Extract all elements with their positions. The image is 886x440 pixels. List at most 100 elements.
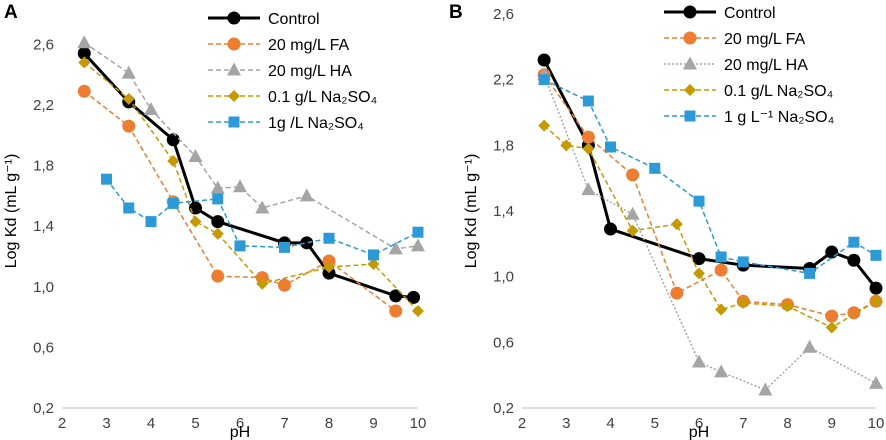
y-tick-label: 0,6: [33, 339, 54, 356]
data-point: [189, 215, 202, 228]
data-point: [581, 182, 596, 196]
data-point: [121, 65, 136, 79]
data-point: [101, 173, 112, 185]
legend-marker: [228, 90, 240, 102]
data-point: [781, 300, 794, 313]
data-point: [123, 202, 135, 214]
data-point: [714, 364, 729, 378]
y-tick-label: 1,8: [33, 158, 54, 175]
data-point: [737, 256, 749, 268]
data-point: [626, 168, 640, 182]
y-tick-label: 2,6: [493, 6, 514, 23]
data-point: [802, 339, 817, 353]
data-point: [211, 227, 224, 240]
series-0: [77, 46, 421, 304]
data-point: [368, 249, 379, 261]
y-tick-label: 0,2: [33, 400, 54, 417]
y-tick-label: 2,6: [33, 36, 54, 53]
data-point: [870, 295, 882, 308]
data-point: [670, 286, 684, 300]
y-tick-label: 1,4: [493, 203, 514, 220]
x-tick-label: 4: [606, 415, 614, 432]
data-point: [626, 224, 639, 237]
x-tick-label: 5: [191, 415, 199, 432]
data-point: [255, 271, 269, 285]
x-tick-label: 3: [562, 415, 570, 432]
series-2: [537, 67, 883, 396]
data-point: [210, 180, 225, 194]
data-point: [605, 141, 616, 153]
data-point: [869, 281, 883, 295]
legend: Control 20 mg/L FA 20 mg/L HA 0.1 g/L Na₂SO…: [664, 5, 834, 126]
data-point: [411, 238, 425, 252]
legend: Control 20 mg/L FA 20 mg/L HA 0.1 g/L Na₂SO…: [208, 11, 377, 132]
x-tick-label: 3: [102, 415, 110, 432]
series-4: [538, 74, 882, 279]
data-point: [847, 253, 861, 267]
x-tick-label: 5: [651, 415, 659, 432]
data-point: [166, 133, 180, 147]
series-line: [543, 78, 877, 275]
series-line: [83, 52, 414, 299]
y-tick-label: 0,6: [493, 334, 514, 351]
x-axis-title: pH: [689, 424, 709, 440]
data-point: [537, 53, 551, 67]
data-point: [715, 251, 727, 263]
data-point: [322, 266, 336, 280]
y-tick-label: 0,2: [493, 400, 514, 417]
data-point: [692, 252, 706, 266]
data-point: [279, 241, 290, 253]
y-axis-title: Log Kd (mL g⁻¹): [463, 154, 480, 269]
legend-marker: [683, 56, 697, 70]
legend-label: 20 mg/L FA: [724, 31, 806, 48]
data-point: [188, 148, 203, 162]
chart-panel-a: A 0,2 0,6 1,0 1,4 1,8 2,2 2,6 2 3 4 5 6 7 8 9 10 pH Log Kd…: [3, 2, 426, 440]
data-point: [693, 195, 705, 207]
data-point: [825, 321, 838, 334]
data-point: [322, 254, 336, 268]
series-3: [538, 119, 882, 334]
data-point: [167, 197, 179, 209]
series-line: [83, 42, 419, 250]
data-point: [869, 375, 883, 389]
legend-label: 1 g L⁻¹ Na₂SO₄: [724, 109, 834, 126]
legend-label: 20 mg/L HA: [268, 63, 352, 80]
data-point: [604, 222, 617, 236]
data-point: [211, 269, 225, 283]
data-point: [412, 226, 424, 238]
data-point: [234, 240, 246, 252]
data-point: [825, 309, 839, 323]
legend-label: 20 mg/L FA: [268, 37, 350, 54]
data-point: [848, 236, 860, 248]
y-tick-label: 1,8: [493, 137, 514, 154]
data-point: [367, 258, 380, 271]
legend-label: Control: [724, 5, 776, 22]
legend-label: 0.1 g/L Na₂SO₄: [268, 89, 377, 106]
data-point: [412, 305, 424, 318]
x-tick-label: 8: [325, 415, 333, 432]
panel-label: A: [4, 2, 18, 23]
data-point: [758, 382, 773, 396]
data-point: [825, 245, 839, 259]
x-tick-label: 9: [828, 415, 836, 432]
legend-marker: [227, 62, 241, 76]
x-tick-label: 2: [518, 415, 526, 432]
data-point: [122, 119, 136, 133]
data-point: [847, 306, 861, 320]
legend-marker: [684, 110, 696, 122]
legend-label: 20 mg/L HA: [724, 57, 808, 74]
legend-marker: [683, 5, 697, 19]
x-tick-label: 10: [410, 415, 427, 432]
data-point: [323, 232, 335, 244]
series-2: [77, 35, 425, 255]
series-line: [543, 74, 877, 317]
legend-label: Control: [268, 11, 320, 28]
y-tick-label: 1,4: [33, 218, 54, 235]
data-point: [122, 92, 135, 105]
data-point: [77, 46, 91, 60]
y-tick-label: 1,0: [33, 279, 54, 296]
data-point: [649, 162, 661, 174]
data-point: [560, 139, 573, 152]
data-point: [300, 236, 314, 250]
